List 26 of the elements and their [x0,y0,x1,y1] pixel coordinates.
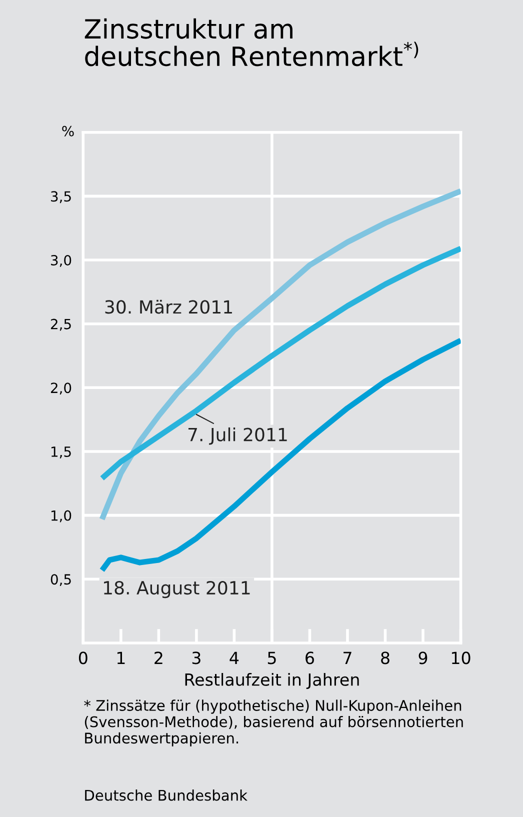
series-label: 18. August 2011 [104,580,250,598]
x-tick-label: 2 [154,652,162,664]
series-label: 30. März 2011 [105,300,232,314]
x-tick-label: 1 [117,652,125,664]
text: Deutsche Bundesbank [85,790,248,801]
y-tick-label: 2,5 [50,318,71,331]
x-tick-label: 8 [381,652,390,664]
text: * Zinssätze für (hypothetische) Null-Kupon-Anleihen (Svensson-Methode), basierend auf börsennotierten Bundeswertpapieren. [84,700,463,746]
y-tick-label: 1,5 [51,446,71,458]
y-tick-label: 1,0 [51,510,72,522]
x-tick-label: 5 [268,652,276,664]
x-tick-label: 10 [452,652,470,664]
x-tick-label: 7 [344,652,352,664]
x-tick-label: 6 [306,652,314,664]
y-tick-label: 3,0 [51,254,72,267]
y-tick-label: 0,5 [50,574,71,586]
x-tick-label: 0 [78,652,88,664]
y-axis-title: % [62,126,74,136]
y-tick-label: 3,5 [51,191,71,204]
x-tick-label: 3 [192,652,200,664]
x-axis-title: Restlaufzeit in Jahren [185,673,359,689]
x-tick-label: 9 [418,652,428,664]
x-tick-label: 4 [230,652,239,664]
chart-title: Zinsstruktur am deutschen Rentenmarkt$^{*)}$ [84,18,418,66]
y-tick-label: 2,0 [50,382,72,395]
series-label: 7. Juli 2011 [188,427,287,445]
